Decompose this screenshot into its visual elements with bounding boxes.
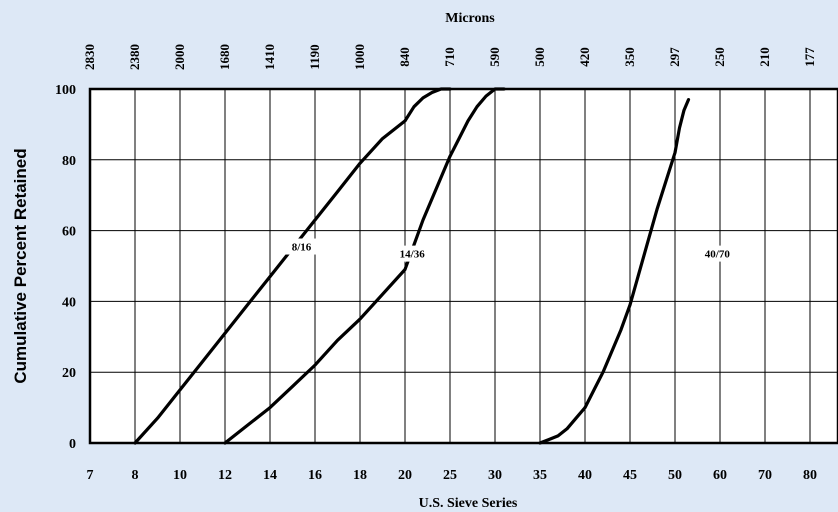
- x-axis-label: U.S. Sieve Series: [419, 496, 518, 511]
- micron-tick-label: 2380: [127, 44, 142, 70]
- y-tick-label: 100: [55, 83, 76, 98]
- micron-tick-label: 2000: [172, 44, 187, 70]
- curve-labels: 8/16 14/36 40/70: [283, 238, 739, 262]
- y-tick-label: 0: [69, 437, 76, 452]
- curves: [133, 87, 691, 445]
- micron-tick-label: 840: [397, 47, 412, 67]
- x-tick-label: 80: [803, 468, 817, 483]
- x-tick-label: 60: [713, 468, 727, 483]
- micron-tick-label: 2830: [82, 44, 97, 70]
- y-tick-labels: 0 20 40 60 80 100: [55, 83, 76, 452]
- micron-tick-label: 210: [757, 47, 772, 67]
- curve-label-bg: [695, 245, 739, 262]
- curve-8-16: [133, 87, 452, 445]
- curve-label-bg: [390, 245, 434, 262]
- micron-tick-label: 297: [667, 47, 682, 67]
- micron-tick-label: 350: [622, 47, 637, 67]
- x-tick-label: 20: [398, 468, 412, 483]
- x-tick-label: 12: [218, 468, 232, 483]
- micron-tick-label: 710: [442, 47, 457, 67]
- curve-40-70: [538, 98, 691, 445]
- curve-label: 8/16: [292, 242, 312, 254]
- micron-tick-label: 250: [712, 47, 727, 67]
- micron-tick-label: 590: [487, 47, 502, 67]
- micron-tick-label: 1410: [262, 44, 277, 70]
- x-tick-label: 45: [623, 468, 637, 483]
- x-tick-label: 18: [353, 468, 367, 483]
- micron-tick-label: 1190: [307, 44, 322, 69]
- x-tick-label: 40: [578, 468, 592, 483]
- curve-label: 14/36: [400, 249, 426, 261]
- y-tick-label: 80: [62, 154, 76, 169]
- x-tick-label: 16: [308, 468, 322, 483]
- y-tick-label: 60: [62, 225, 76, 240]
- x-tick-label: 14: [263, 468, 277, 483]
- x-tick-label: 50: [668, 468, 682, 483]
- chart-title: Microns: [445, 11, 495, 26]
- curve-label-bg: [283, 238, 320, 255]
- x-tick-label: 7: [87, 468, 94, 483]
- micron-tick-label: 1680: [217, 44, 232, 70]
- curve-14-36: [223, 87, 506, 445]
- x-tick-label: 30: [488, 468, 502, 483]
- x-tick-label: 10: [173, 468, 187, 483]
- micron-tick-label: 177: [802, 47, 817, 67]
- x-tick-label: 35: [533, 468, 547, 483]
- y-axis-label: Cumulative Percent Retained: [11, 148, 30, 383]
- x-tick-labels: 7 8 10 12 14 16 18 20 25 30 35 40 45 50 60 70 80: [87, 468, 818, 483]
- y-tick-label: 40: [62, 295, 76, 310]
- x-tick-label: 8: [132, 468, 139, 483]
- plot-area: [90, 89, 838, 443]
- micron-tick-label: 500: [532, 47, 547, 67]
- y-tick-label: 20: [62, 366, 76, 381]
- micron-tick-label: 1000: [352, 44, 367, 70]
- micron-tick-labels: 2830 2380 2000 1680 1410 1190 1000 840 710 590 500…: [82, 44, 817, 70]
- plot-frame: [88, 87, 838, 445]
- x-tick-label: 70: [758, 468, 772, 483]
- x-tick-label: 25: [443, 468, 457, 483]
- curve-label: 40/70: [705, 249, 731, 261]
- micron-tick-label: 420: [577, 47, 592, 67]
- gridlines: [90, 89, 838, 443]
